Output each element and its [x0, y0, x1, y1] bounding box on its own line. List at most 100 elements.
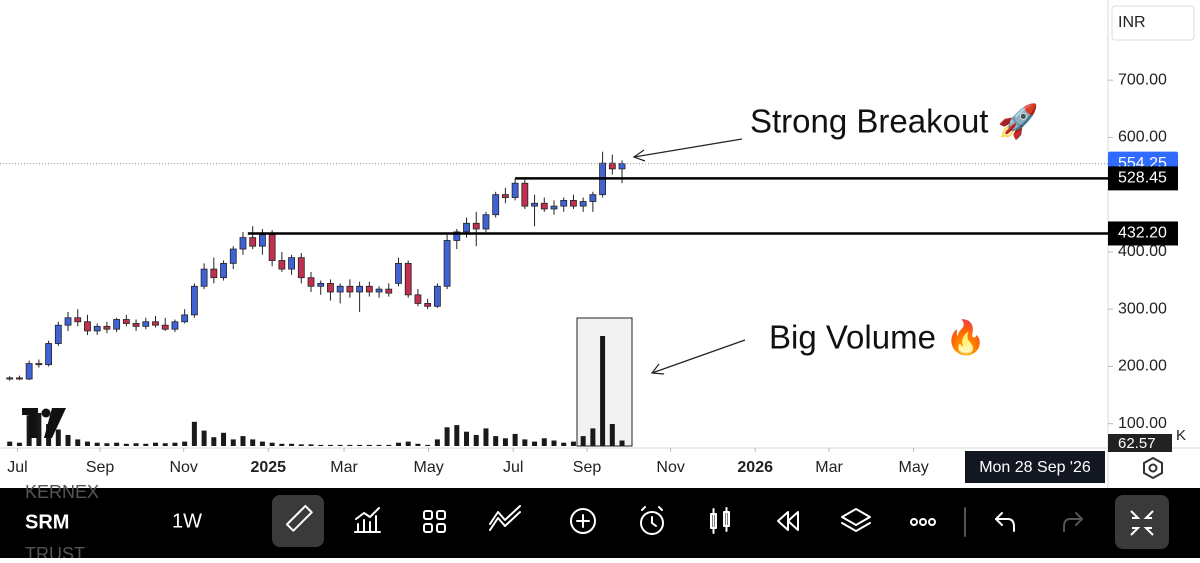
candle-body [424, 303, 432, 307]
candle-body [181, 314, 189, 323]
candle-body [239, 237, 247, 250]
candle-body [550, 205, 558, 210]
volume-bar [580, 436, 586, 446]
candle-body [122, 319, 130, 324]
volume-bar [444, 427, 450, 446]
x-tick-label: May [414, 459, 444, 476]
candle-body [64, 317, 72, 326]
volume-bar [473, 435, 479, 446]
y-tick-label: 400.00 [1118, 243, 1167, 260]
currency-label[interactable]: INR [1118, 14, 1146, 31]
candle-body [365, 285, 373, 293]
volume-bar [133, 443, 139, 446]
volume-bar [366, 444, 372, 446]
volume-bar [483, 428, 489, 446]
candle-body [472, 222, 480, 230]
candle-body [589, 194, 597, 202]
candle-body [414, 294, 422, 304]
volume-bar [16, 442, 22, 446]
volume-bar [464, 431, 470, 446]
volume-bar [172, 442, 178, 446]
volume-bar [357, 444, 363, 446]
candle-body [453, 231, 461, 241]
interval[interactable]: 1W [172, 510, 202, 532]
candle-body [492, 194, 500, 216]
symbol[interactable]: SRM [25, 511, 69, 533]
level-label: 528.45 [1118, 170, 1167, 187]
y-tick-label: 100.00 [1118, 415, 1167, 432]
volume-bar [230, 439, 236, 446]
add-button[interactable] [570, 508, 596, 534]
volume-bar [298, 444, 304, 446]
volume-bar [114, 442, 120, 446]
prev-symbol[interactable]: KERNEX [25, 482, 99, 502]
candle-body [190, 285, 198, 316]
volume-bar [405, 441, 411, 446]
x-tick-label: Sep [86, 459, 115, 476]
crosshair-date-badge [965, 451, 1105, 483]
plot-area: Jul Sep Nov 2025 Mar May Jul Sep Nov 2026 Mar May [0, 79, 1113, 476]
level-badge [1108, 166, 1178, 191]
crosshair-date: Mon 28 Sep '26 [979, 459, 1091, 476]
objects-button[interactable] [841, 508, 871, 532]
candle-body [570, 199, 577, 207]
volume-bar [318, 444, 324, 446]
volume-bar [522, 439, 528, 446]
x-tick-label: May [898, 459, 928, 476]
volume-bar [502, 438, 508, 446]
y-tick-label: 600.00 [1118, 129, 1167, 146]
candle-body [142, 321, 150, 327]
volume-bar [308, 444, 314, 446]
volume-bar [65, 435, 71, 446]
candle-body [336, 285, 344, 293]
replay-button[interactable] [777, 511, 799, 531]
candle-body [84, 321, 91, 332]
x-tick-label: Nov [169, 459, 197, 476]
indicators-button[interactable] [354, 507, 381, 533]
currency-button[interactable] [1111, 5, 1195, 41]
chart-type-button[interactable] [710, 507, 730, 534]
candle-body [463, 222, 470, 233]
alert-button[interactable] [640, 506, 664, 535]
volume-bar [289, 443, 295, 446]
candle-body [540, 202, 548, 210]
volume-bar [541, 438, 547, 446]
candle-body [200, 268, 208, 287]
volume-bar [75, 439, 81, 446]
candle-body [278, 260, 286, 270]
tv-logo [22, 408, 66, 438]
volume-bar [191, 421, 197, 446]
volume-bar [240, 436, 246, 446]
volume-bar [376, 444, 382, 446]
candle-body [229, 248, 237, 264]
ruler-button[interactable] [285, 504, 313, 532]
redo-button[interactable] [1063, 512, 1083, 532]
volume-bar [561, 442, 567, 446]
volume-bar [609, 424, 615, 446]
compare-button[interactable] [489, 505, 521, 531]
volume-bar [259, 441, 265, 446]
x-tick-label: Mar [330, 459, 358, 476]
volume-bar [143, 443, 149, 446]
candle-body [35, 363, 43, 366]
layouts-button[interactable] [423, 510, 446, 533]
volume-bar [250, 439, 256, 446]
y-tick-label: 200.00 [1118, 358, 1167, 375]
volume-bar [600, 336, 606, 446]
volume-label: 62.57 [1118, 435, 1156, 452]
candle-body [560, 199, 568, 207]
fullscreen-exit-button[interactable] [1130, 510, 1154, 536]
volume-bar [84, 441, 90, 446]
candle-body [25, 363, 33, 380]
volume-bar [182, 441, 188, 446]
settings-button[interactable] [1143, 456, 1163, 480]
volume-bar [211, 437, 217, 446]
volume-bar [454, 425, 460, 446]
more-button[interactable] [910, 518, 936, 526]
candle-body [482, 214, 490, 230]
volume-bar [327, 444, 333, 446]
volume-bar [201, 430, 207, 446]
candle-body [74, 317, 82, 323]
next-symbol[interactable]: TRUST [25, 544, 85, 563]
undo-button[interactable] [995, 512, 1015, 532]
